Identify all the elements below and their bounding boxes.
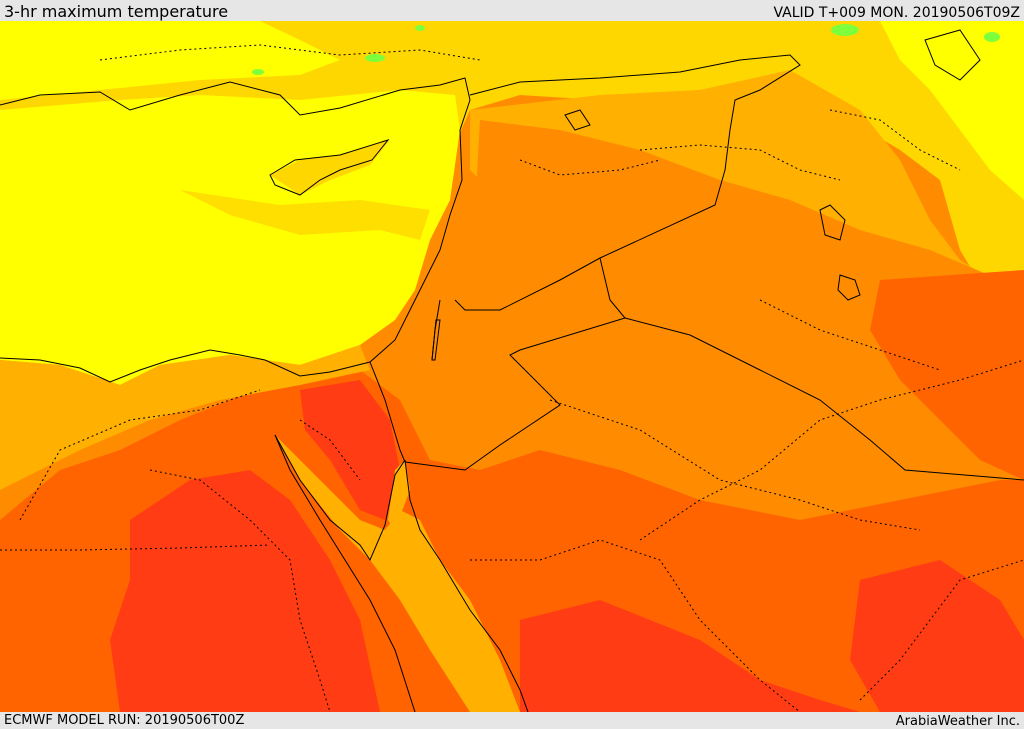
temperature-field-hottest-sinai xyxy=(300,380,400,520)
map-title: 3-hr maximum temperature xyxy=(4,2,229,21)
temperature-field-cyprus xyxy=(270,140,390,195)
header-bar: 3-hr maximum temperature VALID T+009 MON… xyxy=(0,0,1024,21)
temperature-spot-5 xyxy=(252,69,264,75)
temperature-spot-1 xyxy=(365,54,385,62)
temperature-field-hottest-south xyxy=(520,600,860,712)
temperature-field-iraq-hot xyxy=(870,270,1024,480)
temperature-spot-4 xyxy=(984,32,1000,42)
temperature-field-turkey-yellow xyxy=(0,21,340,100)
temperature-spot-2 xyxy=(415,25,425,31)
credit-label: ArabiaWeather Inc. xyxy=(895,714,1020,729)
map-canvas xyxy=(0,21,1024,712)
temperature-field-red-sea xyxy=(275,435,520,712)
coastlines xyxy=(0,29,981,712)
regional-boundaries xyxy=(0,44,1024,712)
model-run-label: ECMWF MODEL RUN: 20190506T00Z xyxy=(4,713,245,728)
valid-time: VALID T+009 MON. 20190506T09Z xyxy=(773,5,1020,21)
temperature-field-sea-coast xyxy=(180,190,430,240)
temperature-field-east-yellow xyxy=(880,21,1024,200)
footer-bar: ECMWF MODEL RUN: 20190506T00Z ArabiaWeat… xyxy=(0,712,1024,729)
temperature-field-gulf-aqaba xyxy=(388,460,410,530)
temperature-map xyxy=(0,21,1024,712)
temperature-field-hottest-east xyxy=(850,560,1024,712)
temperature-field-hottest-west xyxy=(110,470,380,712)
country-borders xyxy=(369,54,1024,481)
temperature-field-north-egypt xyxy=(0,345,370,490)
temperature-spot-3 xyxy=(831,24,859,36)
